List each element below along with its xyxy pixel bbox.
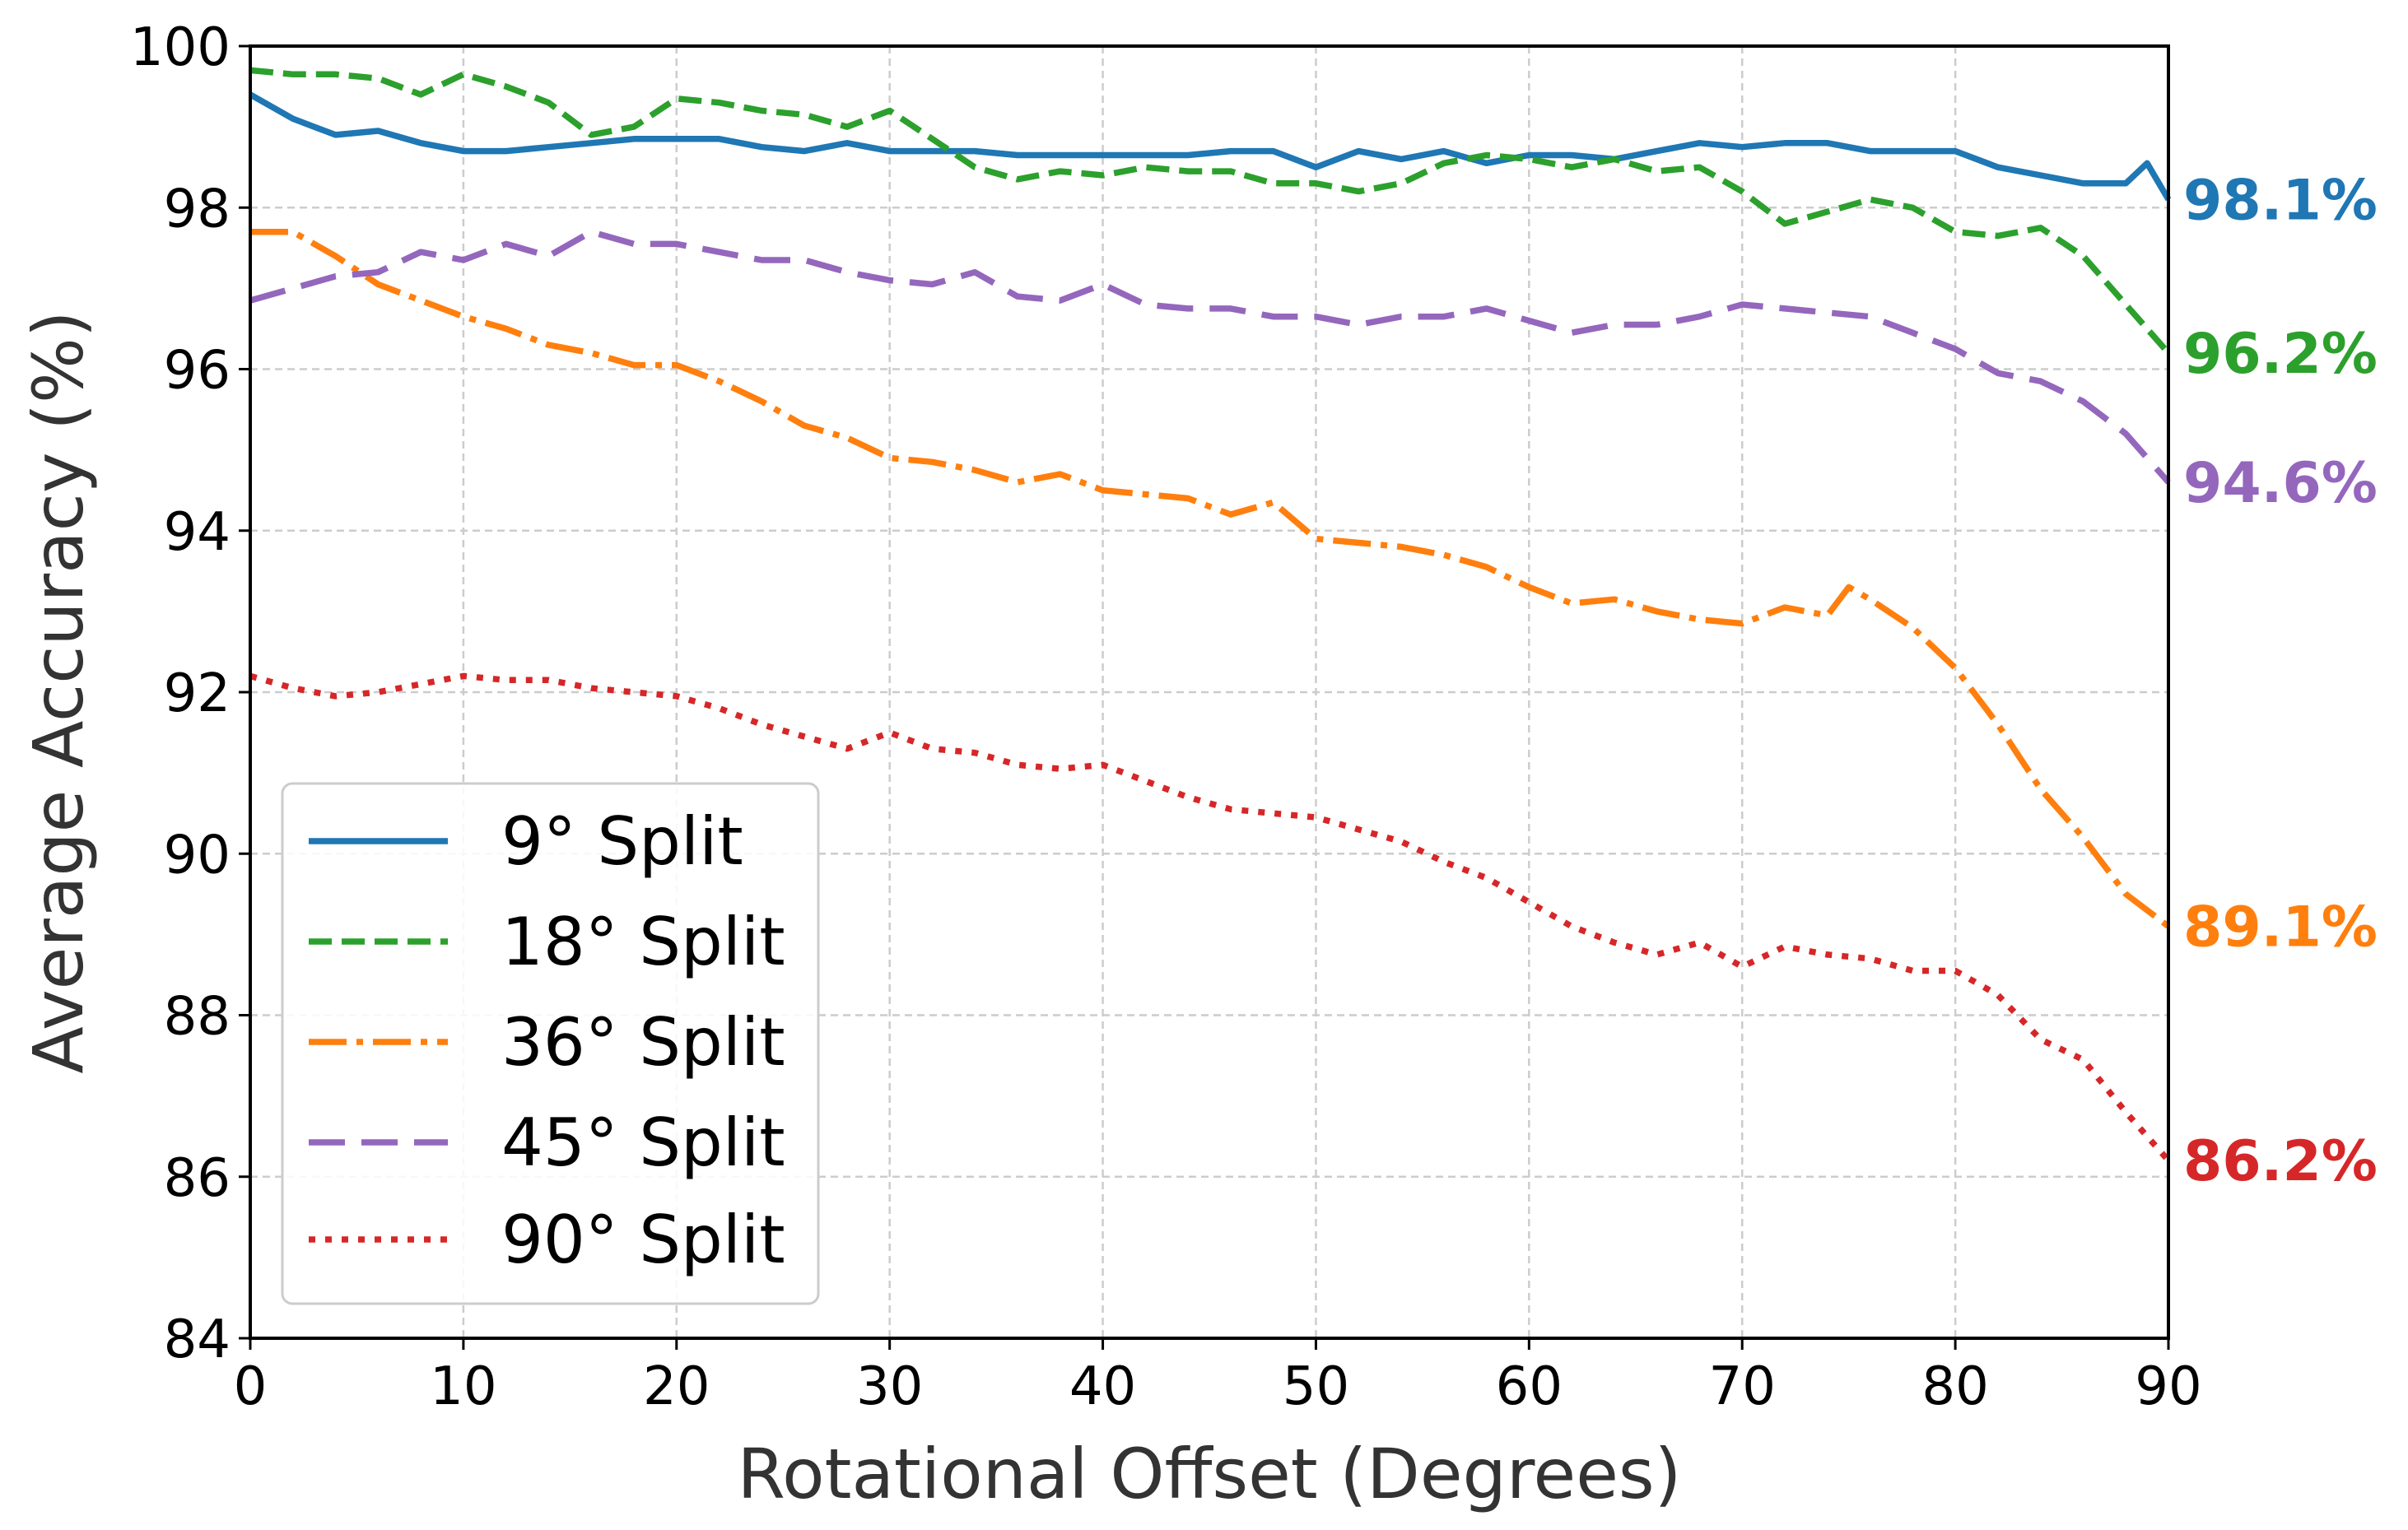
series-lines [249, 67, 2172, 1163]
end-value-label: 98.1% [2183, 168, 2378, 233]
y-tick-label: 94 [164, 502, 231, 563]
y-tick-label: 92 [164, 663, 231, 724]
y-tick-label: 84 [164, 1309, 231, 1370]
end-value-labels: 98.1% 96.2% 89.1% 94.6% 86.2% [2183, 168, 2378, 1194]
axis-ticks: 0 10 20 30 40 50 60 70 80 90 84 86 88 90 92 94 96 98 100 [130, 17, 2202, 1417]
end-value-label: 86.2% [2183, 1129, 2378, 1194]
end-value-label: 89.1% [2183, 895, 2378, 960]
y-tick-label: 86 [164, 1148, 231, 1209]
legend-label: 45° Split [501, 1104, 785, 1181]
series-line-45-split [249, 228, 2171, 485]
x-tick-label: 50 [1283, 1356, 1349, 1417]
y-tick-label: 90 [164, 825, 231, 886]
legend: 9° Split 18° Split 36° Split 45° Split 90° S… [281, 782, 820, 1305]
x-tick-label: 30 [856, 1356, 923, 1417]
y-tick-label: 96 [164, 341, 231, 402]
x-axis-label: Rotational Offset (Degrees) [738, 1434, 1682, 1514]
legend-label: 36° Split [501, 1004, 785, 1081]
series-line-36-split [250, 228, 2171, 929]
legend-label: 90° Split [501, 1202, 785, 1278]
x-tick-label: 90 [2135, 1356, 2201, 1417]
y-axis-label: Average Accuracy (%) [18, 310, 99, 1073]
x-tick-label: 20 [643, 1356, 710, 1417]
x-tick-label: 80 [1921, 1356, 1988, 1417]
x-tick-label: 0 [234, 1356, 268, 1417]
y-tick-label: 100 [130, 17, 231, 78]
y-tick-label: 98 [164, 179, 231, 239]
y-tick-label: 88 [164, 987, 231, 1048]
series-line-9-split [249, 91, 2172, 202]
legend-label: 18° Split [501, 904, 785, 980]
legend-box [281, 782, 820, 1305]
end-value-label: 96.2% [2183, 322, 2378, 387]
legend-label: 9° Split [501, 803, 743, 880]
x-tick-label: 40 [1069, 1356, 1136, 1417]
x-tick-label: 70 [1709, 1356, 1776, 1417]
x-tick-label: 60 [1496, 1356, 1563, 1417]
x-tick-label: 10 [430, 1356, 496, 1417]
series-line-18-split [249, 67, 2171, 356]
end-value-label: 94.6% [2183, 451, 2378, 516]
